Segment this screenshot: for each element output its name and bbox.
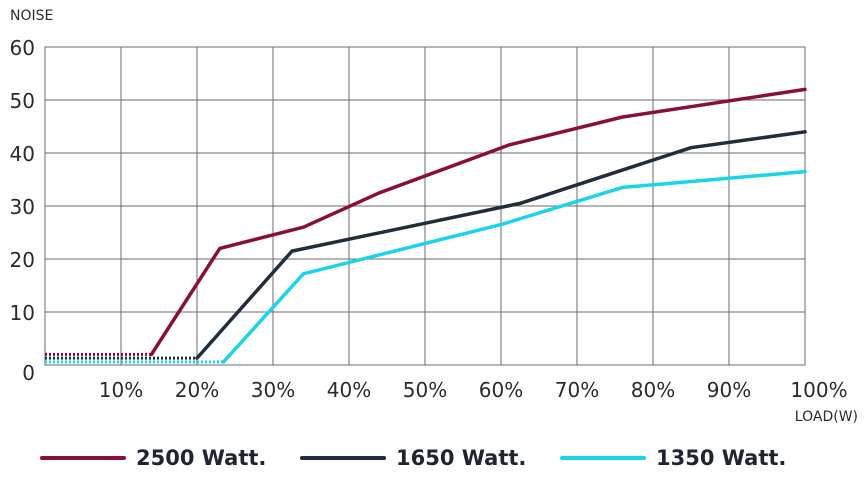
legend-swatch-1350 bbox=[560, 456, 646, 460]
legend-item-1350: 1350 Watt. bbox=[560, 440, 786, 476]
x-tick-label: 100% bbox=[790, 378, 847, 402]
x-tick-label: 90% bbox=[707, 378, 751, 402]
y-axis-title: NOISE bbox=[10, 8, 53, 24]
x-tick-label: 10% bbox=[99, 378, 143, 402]
x-tick-label: 60% bbox=[479, 378, 523, 402]
legend-label-2500: 2500 Watt. bbox=[136, 446, 267, 470]
noise-load-chart: NOISE LOAD(W) 0 10 20 30 40 50 60 10% 20% 30% 40%… bbox=[10, 8, 858, 425]
legend-item-2500: 2500 Watt. bbox=[40, 440, 266, 476]
y-tick-label: 0 bbox=[22, 361, 35, 385]
x-tick-label: 70% bbox=[555, 378, 599, 402]
y-tick-label: 50 bbox=[10, 89, 35, 113]
y-tick-label: 20 bbox=[10, 248, 35, 272]
grid bbox=[44, 46, 806, 366]
y-tick-label: 40 bbox=[10, 142, 35, 166]
legend: 2500 Watt. 1650 Watt. 1350 Watt. bbox=[0, 440, 868, 480]
x-axis-title: LOAD(W) bbox=[795, 409, 858, 425]
legend-label-1650: 1650 Watt. bbox=[396, 446, 527, 470]
series-line bbox=[149, 87, 807, 357]
legend-item-1650: 1650 Watt. bbox=[300, 440, 526, 476]
y-tick-labels: 0 10 20 30 40 50 60 bbox=[10, 36, 35, 385]
x-tick-label: 50% bbox=[403, 378, 447, 402]
series-line bbox=[195, 130, 807, 360]
x-tick-label: 30% bbox=[251, 378, 295, 402]
x-tick-labels: 10% 20% 30% 40% 50% 60% 70% 80% 90% 100% bbox=[99, 378, 848, 402]
x-tick-label: 20% bbox=[175, 378, 219, 402]
y-tick-label: 30 bbox=[10, 195, 35, 219]
legend-swatch-2500 bbox=[40, 456, 126, 460]
y-tick-label: 10 bbox=[10, 301, 35, 325]
x-tick-label: 80% bbox=[631, 378, 675, 402]
series-line bbox=[221, 169, 807, 364]
x-tick-label: 40% bbox=[327, 378, 371, 402]
legend-label-1350: 1350 Watt. bbox=[656, 446, 787, 470]
series-lines bbox=[45, 87, 807, 364]
legend-swatch-1650 bbox=[300, 456, 386, 460]
y-tick-label: 60 bbox=[10, 36, 35, 60]
